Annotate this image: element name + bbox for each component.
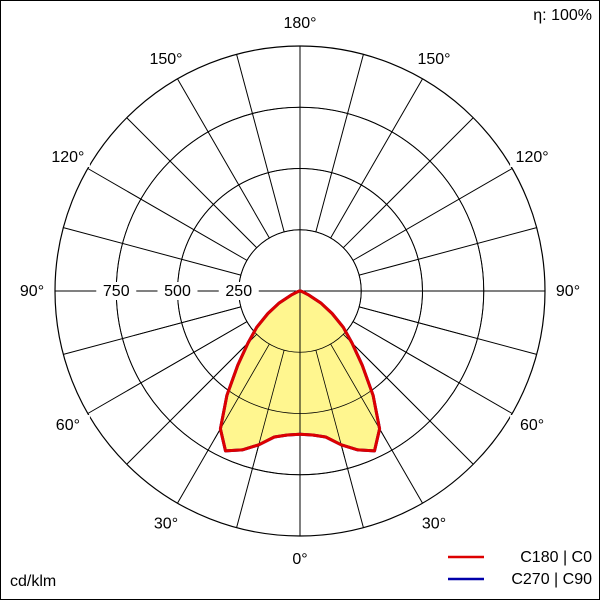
r-tick-label: 750 — [103, 283, 130, 300]
label-bg — [510, 415, 555, 435]
legend-label: C180 | C0 — [520, 549, 592, 566]
angle-tick-label: 90° — [20, 283, 44, 300]
label-bg — [45, 415, 90, 435]
label-bg — [510, 147, 555, 167]
angle-tick-label: 30° — [154, 515, 178, 532]
label-bg — [144, 513, 188, 534]
radial-overlay — [213, 343, 270, 440]
angle-tick-label: 90° — [556, 283, 580, 300]
radial-line — [342, 117, 474, 249]
angle-tick-label: 0° — [292, 551, 307, 568]
angle-tick-label: 120° — [51, 149, 84, 166]
marks — [115, 106, 485, 476]
legend-label: C270 | C90 — [511, 571, 592, 588]
series-line — [218, 289, 301, 453]
angle-tick-label: 60° — [520, 417, 544, 434]
radial-overlay — [330, 343, 387, 440]
label-bg — [278, 13, 322, 33]
label-bg — [157, 282, 198, 300]
angle-tick-label: 60° — [56, 417, 80, 434]
labels: 250 500 750 0° 30° 30° 60° 60° 90° 90° 120° 120° 150… — [10, 13, 592, 588]
label-bg — [412, 48, 456, 69]
angle-tick-label: 120° — [516, 149, 549, 166]
radial-overlay — [134, 306, 241, 336]
label-bg — [144, 48, 188, 69]
angle-tick-label: 150° — [149, 51, 182, 68]
radial-line — [359, 227, 537, 276]
fill-area — [220, 291, 300, 451]
radial-line — [315, 54, 364, 232]
label-bg — [96, 282, 137, 300]
radial-overlay — [151, 321, 248, 378]
radial-line — [126, 117, 258, 249]
series-line — [299, 289, 382, 453]
label-bg — [412, 513, 456, 534]
radial-line — [177, 78, 270, 239]
radial-line — [63, 227, 241, 276]
radial-line — [87, 168, 248, 261]
angle-tick-label: 150° — [417, 51, 450, 68]
radial-line — [236, 54, 285, 232]
label-bg — [278, 549, 322, 569]
radial-overlay — [343, 334, 422, 413]
radial-overlay — [352, 321, 449, 378]
fill-area — [300, 291, 380, 451]
radial-overlay — [359, 306, 466, 336]
label-bg — [546, 281, 590, 301]
label-bg — [218, 282, 259, 300]
radial-overlay — [178, 334, 257, 413]
angle-tick-label: 30° — [422, 515, 446, 532]
radial-line — [352, 168, 513, 261]
label-bg — [10, 281, 54, 301]
r-tick-label: 500 — [164, 283, 191, 300]
efficiency-label: η: 100% — [533, 7, 592, 24]
radial-overlay — [315, 350, 345, 457]
unit-label: cd/klm — [10, 573, 56, 590]
radial-line — [330, 78, 423, 239]
radial-overlay — [255, 350, 285, 457]
angle-tick-label: 180° — [283, 15, 316, 32]
r-tick-label: 250 — [225, 283, 252, 300]
label-bg — [45, 147, 90, 167]
